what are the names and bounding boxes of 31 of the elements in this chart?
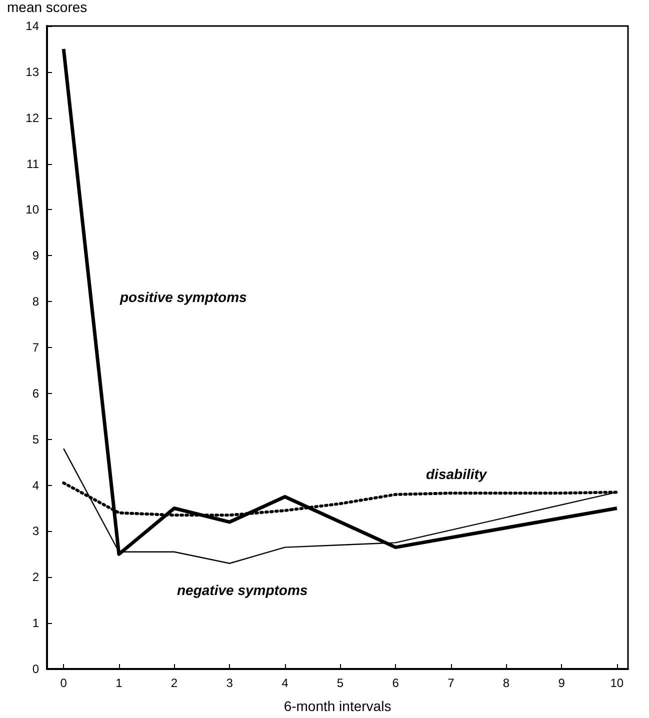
- y-tick-label: 2: [32, 570, 40, 584]
- x-tick-label: 1: [116, 676, 123, 690]
- text: negative symptoms: [177, 582, 308, 598]
- y-tick-label: 3: [32, 524, 40, 538]
- y-axis-title: mean scores: [7, 0, 88, 15]
- y-tick-label: 0: [32, 662, 40, 676]
- x-axis-title: 6-month intervals: [284, 698, 392, 714]
- y-tick-label: 12: [26, 110, 40, 125]
- y-tick-label: 11: [26, 156, 40, 171]
- x-tick-label: 9: [558, 676, 566, 690]
- y-tick-label: 5: [32, 432, 40, 446]
- x-tick-label: 7: [448, 676, 455, 690]
- series-label: disability: [426, 466, 488, 482]
- x-tick-label: 4: [282, 676, 289, 690]
- y-tick-label: 10: [26, 202, 40, 217]
- x-tick-label: 6: [392, 676, 400, 690]
- x-tick-label: 3: [226, 676, 234, 690]
- y-tick-label: 4: [32, 478, 40, 492]
- y-tick-label: 1: [32, 616, 40, 630]
- y-tick-label: 6: [32, 386, 40, 400]
- x-tick-label: 10: [610, 676, 624, 690]
- y-tick-label: 13: [26, 64, 40, 79]
- x-tick-label: 8: [502, 676, 510, 690]
- y-tick-label: 9: [32, 248, 40, 263]
- y-tick-label: 14: [26, 19, 40, 33]
- x-tick-label: 5: [336, 676, 344, 690]
- y-tick-label: 8: [32, 294, 40, 309]
- text: positive symptoms: [119, 289, 248, 305]
- x-tick-label: 0: [60, 676, 68, 690]
- x-tick-label: 2: [170, 676, 178, 690]
- y-tick-label: 7: [32, 340, 40, 354]
